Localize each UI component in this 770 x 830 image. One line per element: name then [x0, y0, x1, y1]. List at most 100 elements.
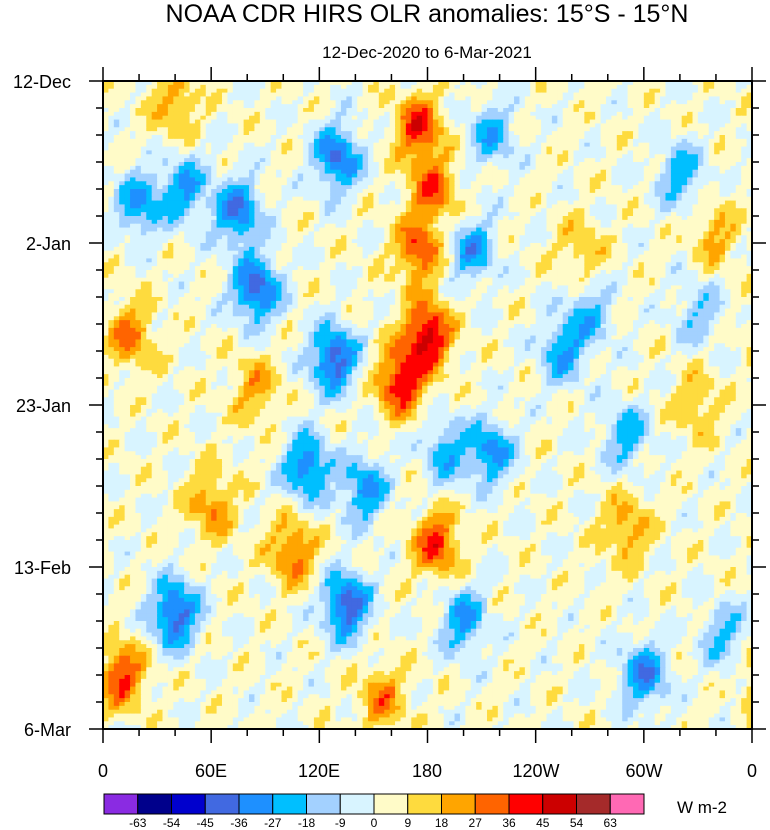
anomaly-cell [270, 146, 277, 152]
anomaly-cell [573, 208, 580, 213]
anomaly-cell [303, 158, 310, 163]
anomaly-cell [416, 219, 423, 225]
anomaly-cell [303, 223, 310, 229]
anomaly-cell [519, 158, 526, 163]
anomaly-cell [157, 115, 164, 121]
anomaly-cell [665, 235, 672, 240]
anomaly-cell [378, 204, 385, 209]
anomaly-cell [189, 185, 196, 190]
anomaly-cell [378, 142, 385, 148]
anomaly-cell [486, 104, 493, 109]
anomaly-cell [189, 96, 196, 101]
anomaly-cell [249, 81, 256, 86]
anomaly-cell [151, 158, 158, 163]
anomaly-cell [259, 216, 266, 221]
anomaly-cell [324, 84, 331, 90]
anomaly-cell [389, 239, 396, 244]
anomaly-cell [535, 92, 542, 98]
anomaly-cell [568, 165, 575, 171]
anomaly-cell [238, 165, 245, 171]
anomaly-cell [438, 177, 445, 182]
anomaly-cell [584, 142, 591, 148]
anomaly-cell [530, 169, 537, 175]
anomaly-cell [541, 216, 548, 221]
anomaly-cell [303, 192, 310, 198]
anomaly-cell [270, 239, 277, 244]
anomaly-cell [497, 204, 504, 209]
anomaly-cell [276, 146, 283, 152]
anomaly-cell [697, 84, 704, 90]
anomaly-cell [665, 142, 672, 148]
anomaly-cell [351, 158, 358, 163]
anomaly-cell [319, 84, 326, 90]
anomaly-cell [724, 88, 731, 94]
anomaly-cell [130, 100, 137, 105]
anomaly-cell [324, 239, 331, 244]
anomaly-cell [746, 189, 752, 194]
chart-subtitle: 12-Dec-2020 to 6-Mar-2021 [322, 43, 532, 62]
anomaly-cell [276, 204, 283, 209]
anomaly-cell [108, 142, 115, 148]
anomaly-cell [297, 146, 304, 152]
anomaly-cell [589, 111, 596, 117]
anomaly-cell [681, 177, 688, 182]
anomaly-cell [286, 173, 293, 179]
anomaly-cell [411, 177, 418, 182]
anomaly-cell [103, 146, 110, 152]
anomaly-cell [476, 108, 483, 113]
anomaly-cell [243, 146, 250, 152]
anomaly-cell [324, 219, 331, 225]
anomaly-cell [568, 227, 575, 233]
anomaly-cell [605, 185, 612, 190]
anomaly-cell [368, 216, 375, 221]
anomaly-cell [573, 88, 580, 94]
anomaly-cell [557, 150, 564, 155]
anomaly-cell [459, 219, 466, 225]
anomaly-cell [221, 169, 228, 175]
anomaly-cell [573, 131, 580, 136]
anomaly-cell [211, 146, 218, 152]
anomaly-cell [395, 219, 402, 225]
anomaly-cell [551, 88, 558, 94]
anomaly-cell [708, 146, 715, 152]
anomaly-cell [400, 158, 407, 163]
anomaly-cell [611, 135, 618, 140]
anomaly-cell [216, 177, 223, 182]
anomaly-cell [665, 119, 672, 125]
anomaly-cell [676, 235, 683, 240]
anomaly-cell [373, 138, 380, 144]
anomaly-cell [416, 104, 423, 109]
anomaly-cell [140, 135, 147, 140]
anomaly-cell [265, 119, 272, 125]
anomaly-cell [449, 227, 456, 233]
anomaly-cell [530, 146, 537, 152]
anomaly-cell [514, 235, 521, 240]
anomaly-cell [454, 239, 461, 244]
anomaly-cell [405, 173, 412, 179]
anomaly-cell [557, 192, 564, 198]
anomaly-cell [595, 173, 602, 179]
anomaly-cell [265, 185, 272, 190]
anomaly-cell [660, 192, 667, 198]
anomaly-cell [557, 212, 564, 217]
anomaly-cell [708, 150, 715, 155]
anomaly-cell [351, 88, 358, 94]
anomaly-cell [427, 219, 434, 225]
anomaly-cell [265, 173, 272, 179]
anomaly-cell [470, 189, 477, 194]
anomaly-cell [719, 100, 726, 105]
anomaly-cell [633, 119, 640, 125]
anomaly-cell [697, 81, 704, 86]
anomaly-cell [530, 208, 537, 213]
anomaly-cell [557, 158, 564, 163]
anomaly-cell [151, 219, 158, 225]
anomaly-cell [211, 131, 218, 136]
anomaly-cell [276, 200, 283, 206]
anomaly-cell [611, 127, 618, 132]
anomaly-cell [113, 196, 120, 202]
anomaly-cell [200, 115, 207, 121]
anomaly-cell [649, 154, 656, 159]
anomaly-cell [200, 142, 207, 148]
anomaly-cell [503, 192, 510, 198]
anomaly-cell [346, 165, 353, 171]
